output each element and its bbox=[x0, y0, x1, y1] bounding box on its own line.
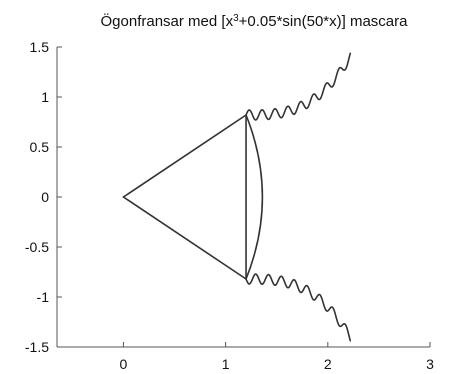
x-tick-label: 1 bbox=[222, 356, 230, 372]
y-tick-label: -1.5 bbox=[25, 339, 49, 355]
y-tick-label: -1 bbox=[37, 289, 50, 305]
chart-title-suffix: +0.05*sin(50*x)] mascara bbox=[239, 13, 408, 30]
x-tick-label: 2 bbox=[324, 356, 332, 372]
x-tick-label: 3 bbox=[426, 356, 434, 372]
lower-eyelash-curve bbox=[245, 273, 352, 342]
eye-front-arc bbox=[245, 114, 264, 280]
ticks bbox=[57, 46, 431, 348]
eye-upper-line bbox=[122, 114, 247, 198]
axes bbox=[56, 47, 430, 348]
chart-title: Ögonfransar med [x3+0.05*sin(50*x)] masc… bbox=[101, 12, 409, 30]
chart-title-prefix: Ögonfransar med [x bbox=[101, 12, 234, 30]
chart-title-superscript: 3 bbox=[233, 13, 239, 24]
y-tick-label: -0.5 bbox=[25, 239, 49, 255]
y-tick-label: 0.5 bbox=[30, 139, 50, 155]
y-tick-label: 1.5 bbox=[30, 39, 50, 55]
eye-lower-line bbox=[122, 196, 247, 280]
plot-curves bbox=[122, 52, 352, 342]
upper-eyelash-curve bbox=[245, 52, 352, 121]
x-tick-label: 0 bbox=[120, 356, 128, 372]
y-tick-label: 0 bbox=[41, 189, 49, 205]
y-tick-label: 1 bbox=[41, 89, 49, 105]
tick-labels: 1.5 1 0.5 0 -0.5 -1 -1.5 0 1 2 3 bbox=[25, 39, 434, 372]
